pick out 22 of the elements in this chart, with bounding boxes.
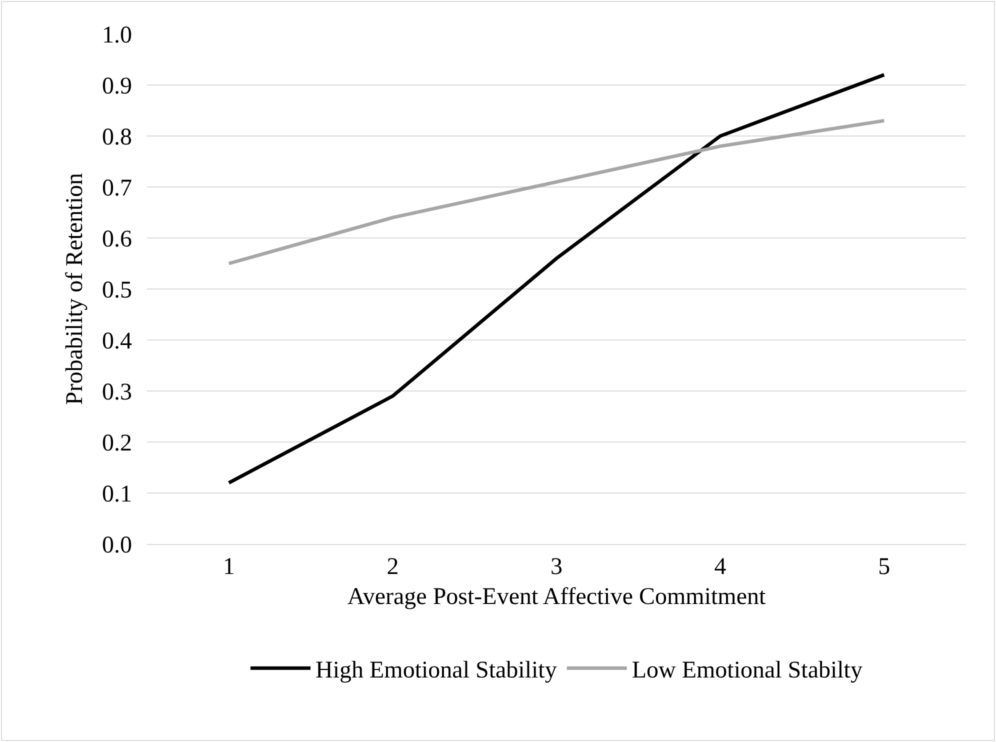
legend-label: Low Emotional Stabilty (632, 657, 862, 684)
line-series (227, 73, 886, 485)
y-tick-label: 0.9 (102, 73, 132, 100)
y-tick-label: 0.3 (102, 379, 132, 406)
y-tick-label: 0.6 (102, 226, 132, 252)
x-tick-label: 3 (550, 554, 562, 580)
x-tick-label: 4 (714, 554, 726, 580)
y-tick-label: 0.0 (102, 532, 132, 558)
y-tick-label: 0.5 (102, 277, 132, 304)
line-series (227, 118, 886, 266)
legend-label: High Emotional Stability (316, 657, 557, 684)
x-tick-label: 1 (222, 554, 235, 580)
y-tick-label: 0.4 (102, 328, 132, 354)
y-tick-label: 0.8 (102, 124, 132, 150)
x-tick-label: 5 (878, 554, 890, 580)
x-axis-title: Average Post-Event Affective Commitment (347, 584, 766, 610)
y-tick-label: 1.0 (102, 22, 132, 48)
y-tick-label: 0.7 (102, 175, 132, 202)
y-tick-label: 0.1 (102, 481, 132, 508)
y-axis-title: Probability of Retention (62, 173, 88, 405)
y-tick-label: 0.2 (102, 430, 132, 456)
x-tick-label: 2 (386, 554, 399, 580)
